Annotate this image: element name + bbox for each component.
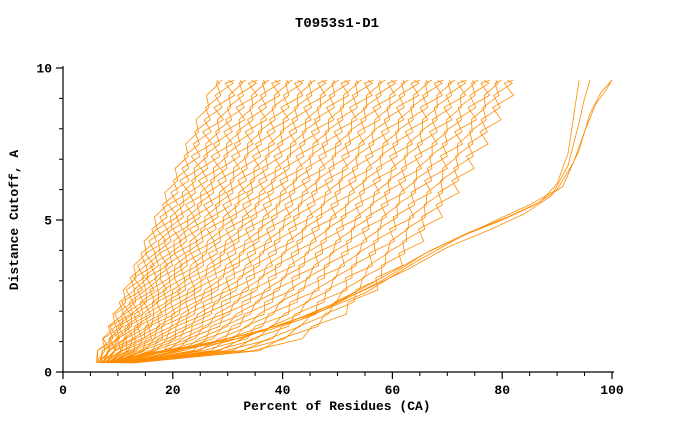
bundle-curve bbox=[113, 79, 351, 364]
y-tick-label: 5 bbox=[44, 214, 52, 229]
bundle-curve bbox=[96, 79, 236, 363]
bundle-curve bbox=[112, 79, 350, 364]
bundle-curve bbox=[110, 79, 328, 364]
tick-labels: 0 20 40 60 80 100 0 5 10 bbox=[36, 62, 624, 399]
bundle-curve bbox=[106, 79, 304, 364]
y-tick-label: 10 bbox=[36, 62, 52, 77]
bundle-curve bbox=[116, 79, 383, 364]
bundle-curve bbox=[103, 79, 281, 364]
bundle-curve bbox=[109, 79, 327, 364]
bundle-curve bbox=[120, 79, 406, 364]
bundle-curve bbox=[123, 79, 429, 364]
bundle-curve bbox=[102, 79, 270, 364]
bundle-curve bbox=[113, 79, 359, 364]
axes bbox=[56, 66, 614, 379]
bundle-curve bbox=[99, 79, 246, 363]
bundle-curve bbox=[108, 79, 316, 364]
bundle-curve bbox=[131, 79, 491, 364]
bundle-curve bbox=[134, 79, 514, 364]
outlier-curve bbox=[117, 79, 613, 361]
x-tick-label: 0 bbox=[59, 383, 67, 398]
bundle-curve bbox=[126, 79, 456, 364]
bundle-curve bbox=[121, 79, 420, 364]
outlier-curve bbox=[106, 80, 580, 364]
series-lines bbox=[95, 79, 613, 364]
y-axis-label: Distance Cutoff, A bbox=[7, 150, 22, 291]
bundle-curve bbox=[100, 79, 258, 364]
bundle-curve bbox=[127, 79, 467, 364]
bundle-curve bbox=[125, 79, 444, 364]
bundle-curve bbox=[119, 79, 398, 364]
bundle-curve bbox=[107, 79, 313, 364]
bundle-curve bbox=[130, 79, 490, 364]
bundle-curve bbox=[104, 79, 290, 364]
bundle-curve bbox=[118, 79, 397, 364]
bundle-curve bbox=[100, 79, 258, 363]
bundle-curve bbox=[110, 79, 336, 364]
y-tick-label: 0 bbox=[44, 366, 52, 381]
bundle-curve bbox=[128, 79, 467, 364]
bundle-curve bbox=[115, 79, 374, 364]
bundle-curve bbox=[129, 79, 479, 364]
bundle-curve bbox=[106, 79, 305, 364]
bundle-curve bbox=[122, 79, 421, 364]
bundle-curve bbox=[95, 79, 220, 364]
x-tick-label: 80 bbox=[494, 383, 510, 398]
x-axis-label: Percent of Residues (CA) bbox=[243, 399, 430, 414]
bundle-curve bbox=[132, 79, 502, 364]
x-tick-label: 60 bbox=[385, 383, 401, 398]
chart-title: T0953s1-D1 bbox=[295, 16, 379, 32]
bundle-curve bbox=[114, 79, 363, 364]
x-tick-label: 20 bbox=[165, 383, 181, 398]
bundle-curve bbox=[129, 79, 476, 364]
bundle-curve bbox=[103, 79, 281, 364]
bundle-curve bbox=[117, 79, 386, 364]
x-tick-label: 40 bbox=[275, 383, 291, 398]
x-tick-label: 100 bbox=[600, 383, 624, 398]
bundle-curve bbox=[101, 79, 267, 364]
bundle-curve bbox=[120, 79, 409, 364]
outlier-curve bbox=[112, 79, 613, 361]
bundle-curve bbox=[97, 79, 234, 364]
bundle-curve bbox=[98, 79, 243, 364]
bundle-curve bbox=[133, 79, 513, 364]
bundle-curve bbox=[123, 79, 432, 364]
bundle-curve bbox=[111, 79, 339, 364]
bundle-curve bbox=[124, 79, 443, 364]
bundle-curve bbox=[126, 79, 452, 364]
